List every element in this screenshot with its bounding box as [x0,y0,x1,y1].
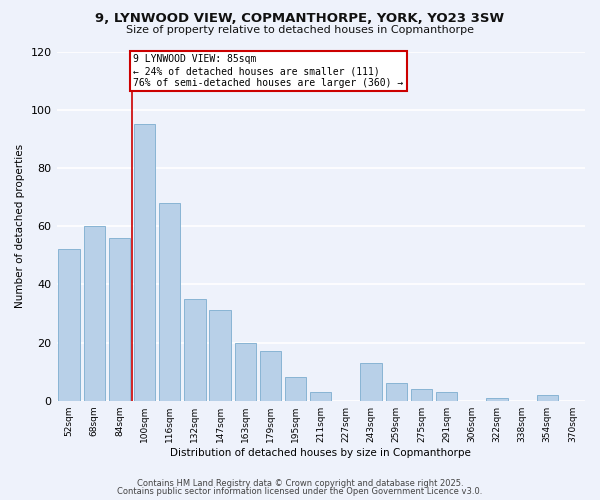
Text: Contains public sector information licensed under the Open Government Licence v3: Contains public sector information licen… [118,487,482,496]
Bar [260,351,281,401]
Text: 9 LYNWOOD VIEW: 85sqm
← 24% of detached houses are smaller (111)
76% of semi-det: 9 LYNWOOD VIEW: 85sqm ← 24% of detached … [133,54,404,88]
Y-axis label: Number of detached properties: Number of detached properties [15,144,25,308]
X-axis label: Distribution of detached houses by size in Copmanthorpe: Distribution of detached houses by size … [170,448,471,458]
Text: 9, LYNWOOD VIEW, COPMANTHORPE, YORK, YO23 3SW: 9, LYNWOOD VIEW, COPMANTHORPE, YORK, YO2… [95,12,505,26]
Bar [386,383,407,400]
Bar [436,392,457,400]
Bar [411,389,432,400]
Bar [361,363,382,401]
Bar [134,124,155,400]
Bar [285,378,307,400]
Bar [83,226,105,400]
Bar [58,250,80,400]
Bar [109,238,130,400]
Bar [536,395,558,400]
Bar [235,342,256,400]
Bar [184,299,206,400]
Text: Size of property relative to detached houses in Copmanthorpe: Size of property relative to detached ho… [126,25,474,35]
Bar [310,392,331,400]
Text: Contains HM Land Registry data © Crown copyright and database right 2025.: Contains HM Land Registry data © Crown c… [137,478,463,488]
Bar [209,310,231,400]
Bar [486,398,508,400]
Bar [159,203,181,400]
